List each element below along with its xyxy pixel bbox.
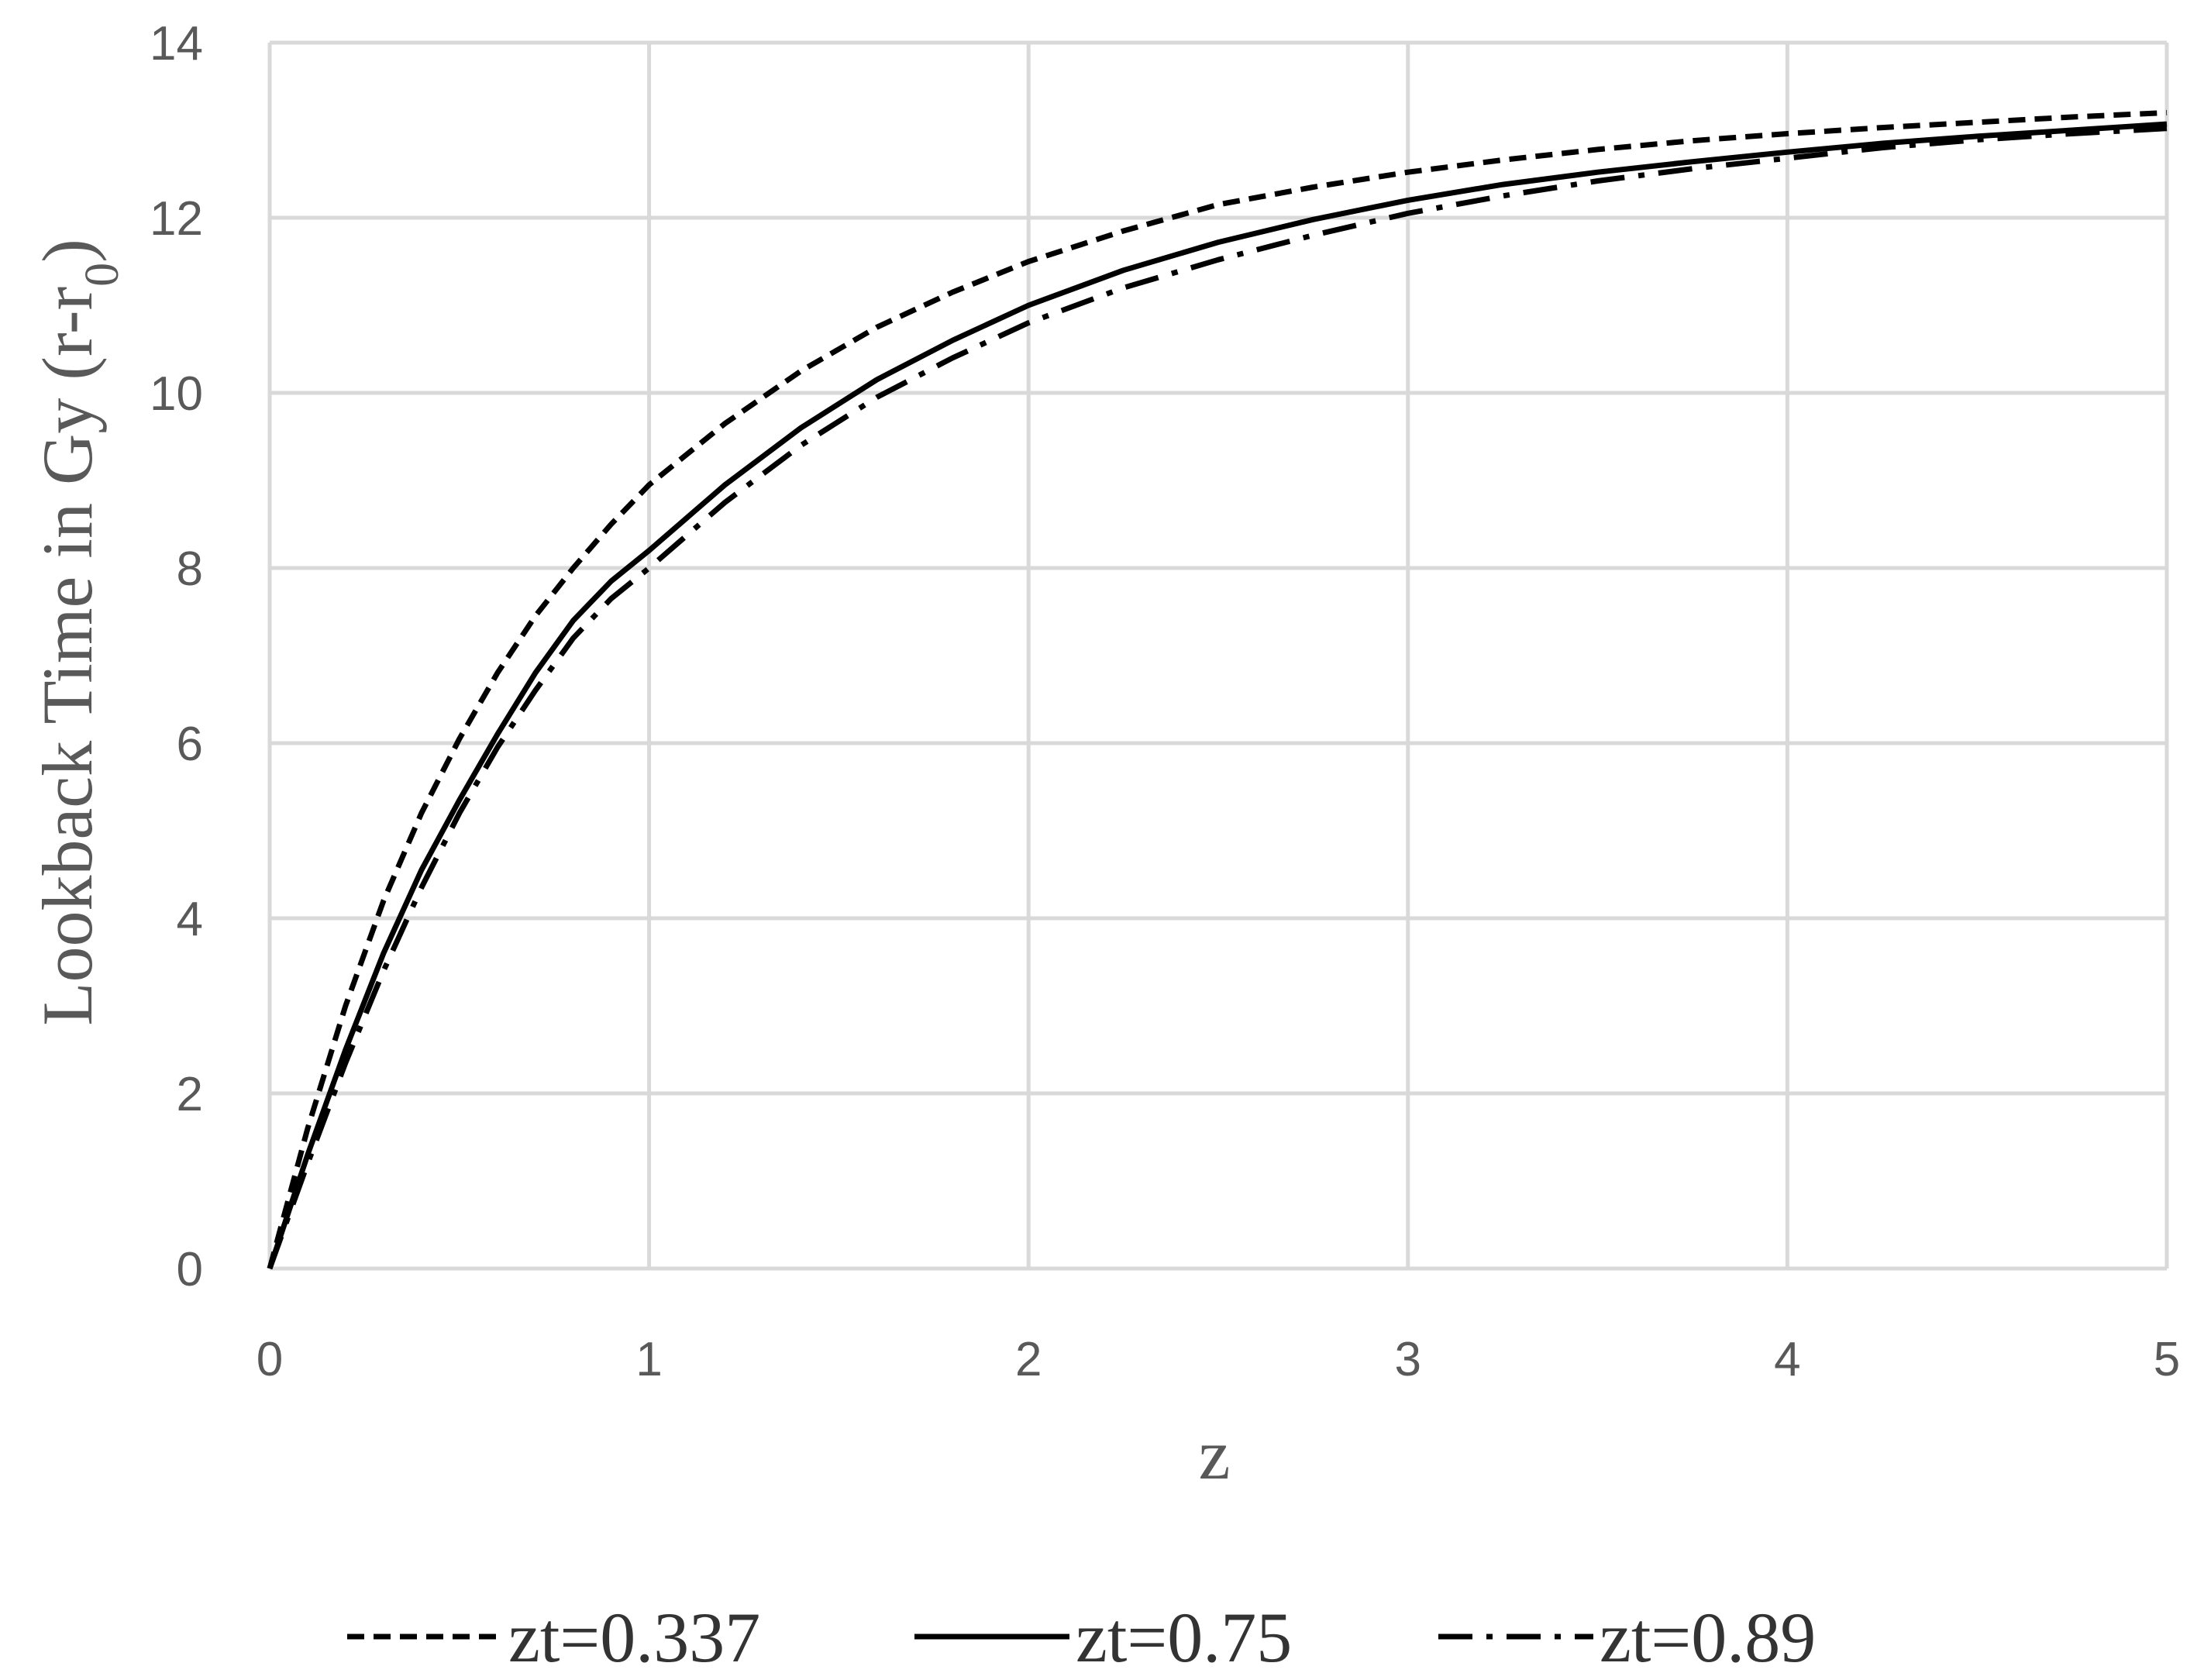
y-tick-label-0: 0 — [177, 1243, 203, 1296]
y-tick-label-2: 4 — [177, 893, 203, 946]
x-tick-labels: 0 1 2 3 4 5 — [257, 1333, 2180, 1386]
y-axis-title-end: ) — [28, 239, 107, 263]
y-tick-label-5: 10 — [150, 367, 203, 421]
grid-lines — [267, 40, 2169, 1271]
y-tick-label-7: 14 — [150, 17, 203, 71]
y-axis-title-main: Lookback Time in Gy (r-r — [28, 287, 107, 1026]
series-lines — [267, 109, 2168, 1270]
series-line-dashed — [267, 109, 2168, 1269]
y-tick-label-1: 2 — [177, 1068, 203, 1121]
y-tick-label-4: 8 — [177, 542, 203, 596]
x-tick-label-1: 1 — [635, 1333, 662, 1386]
series-line-dashdot — [267, 126, 2168, 1270]
x-tick-label-0: 0 — [257, 1333, 283, 1386]
x-tick-label-3: 3 — [1395, 1333, 1421, 1386]
x-tick-label-2: 2 — [1015, 1333, 1042, 1386]
legend-label-dashed: zt=0.337 — [508, 1598, 760, 1677]
legend-label-dashdot: zt=0.89 — [1600, 1598, 1816, 1677]
x-tick-label-4: 4 — [1774, 1333, 1800, 1386]
x-tick-label-5: 5 — [2154, 1333, 2180, 1386]
y-tick-label-6: 12 — [150, 192, 203, 246]
x-axis-title: z — [1199, 1415, 1231, 1494]
legend-label-solid: zt=0.75 — [1076, 1598, 1292, 1677]
y-axis-title: Lookback Time in Gy (r-r0) — [28, 239, 129, 1025]
y-tick-label-3: 6 — [177, 718, 203, 771]
y-axis-title-subscript: 0 — [76, 263, 129, 287]
series-line-solid — [267, 121, 2168, 1270]
legend: zt=0.337 zt=0.75 zt=0.89 — [347, 1598, 1816, 1677]
y-tick-labels: 0 2 4 6 8 10 12 14 — [150, 17, 203, 1296]
